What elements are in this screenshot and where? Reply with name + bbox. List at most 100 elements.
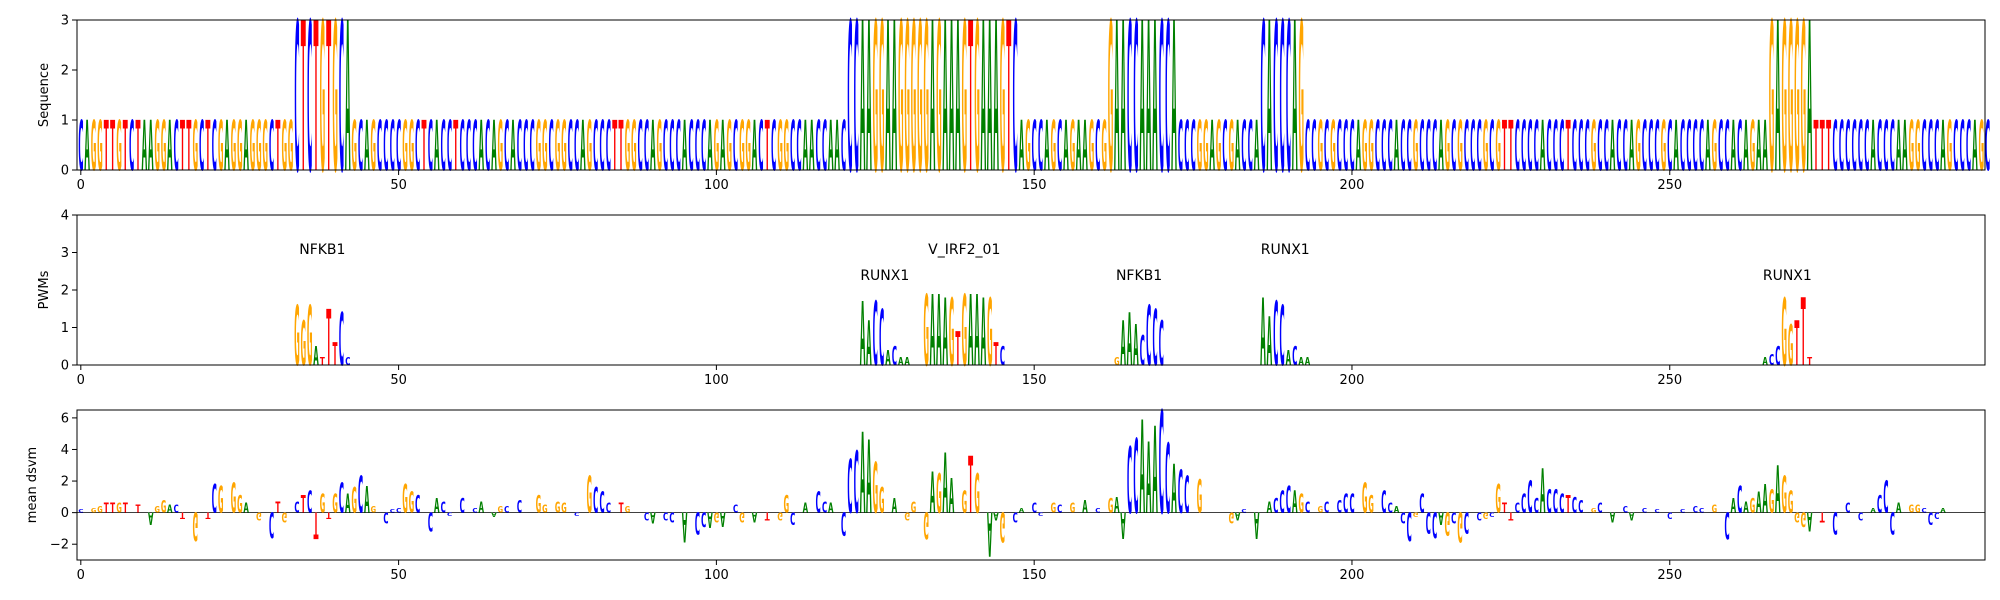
dsvm-letter: G	[1591, 506, 1597, 514]
sequence-letter: T	[612, 107, 618, 187]
dsvm-letter: G	[1750, 495, 1756, 518]
sequence-letter: G	[402, 107, 408, 187]
dsvm-letter: C	[1927, 508, 1933, 528]
sequence-letter: A	[1266, 0, 1272, 219]
dsvm-letter: A	[860, 411, 866, 539]
sequence-letter: T	[326, 0, 332, 219]
sequence-letter: C	[529, 107, 535, 187]
sequence-letter: A	[993, 0, 999, 219]
sequence-letter: A	[1762, 107, 1768, 187]
dsvm-letter: C	[396, 506, 402, 514]
sequence-letter: G	[1591, 107, 1597, 187]
sequence-letter: C	[1845, 107, 1851, 187]
dsvm-letter: C	[1273, 495, 1279, 518]
dsvm-letter: A	[1438, 508, 1444, 528]
dsvm-letter: C	[1889, 505, 1895, 540]
dsvm-letter: C	[1489, 511, 1495, 519]
sequence-letter: T	[1813, 107, 1819, 187]
motif-letter: A	[904, 357, 910, 368]
dsvm-letter: C	[294, 498, 300, 516]
dsvm-letter: G	[1050, 500, 1056, 516]
sequence-letter: G	[1750, 107, 1756, 187]
dsvm-letter: G	[161, 498, 167, 518]
sequence-letter: C	[1953, 107, 1959, 187]
sequence-letter: G	[1915, 107, 1921, 187]
dsvm-letter: A	[1730, 495, 1736, 518]
sequence-letter: T	[1565, 107, 1571, 187]
y-tick-label: 1	[61, 114, 69, 129]
panel-0-axes: 0 1 2 3 0 50 100 150 200 250 Sequence	[37, 14, 1986, 193]
sequence-letter: G	[256, 107, 262, 187]
y-tick-label: 3	[61, 14, 69, 29]
motif-letter: A	[1305, 357, 1311, 368]
x-tick-label: 150	[1022, 178, 1047, 193]
sequence-letter: C	[1838, 107, 1844, 187]
sequence-letter: C	[593, 107, 599, 187]
sequence-letter: C	[841, 107, 847, 187]
motif-letter: G	[1781, 281, 1787, 388]
sequence-letter: C	[472, 107, 478, 187]
sequence-letter: G	[1413, 107, 1419, 187]
sequence-letter: A	[1775, 0, 1781, 219]
motif-letter: A	[1762, 357, 1768, 368]
x-tick-label: 200	[1340, 568, 1365, 583]
sequence-letter: C	[1127, 0, 1133, 219]
dsvm-letter: C	[1387, 500, 1393, 516]
sequence-letter: A	[1394, 107, 1400, 187]
sequence-letter: C	[294, 0, 300, 219]
dsvm-letter: A	[993, 509, 999, 521]
dsvm-letter: G	[1000, 502, 1006, 550]
dsvm-letter: G	[1298, 489, 1304, 520]
sequence-letter: G	[1203, 107, 1209, 187]
sequence-letter: C	[466, 107, 472, 187]
dsvm-letter: T	[618, 500, 624, 516]
sequence-letter: C	[790, 107, 796, 187]
sequence-letter: A	[803, 107, 809, 187]
dsvm-letter: G	[555, 498, 561, 516]
dsvm-letter: T	[326, 510, 332, 520]
dsvm-letter: C	[1184, 468, 1190, 525]
sequence-letter: A	[345, 0, 351, 219]
motif-letter: A	[1298, 357, 1304, 368]
dsvm-letter: T	[1502, 500, 1508, 516]
x-tick-label: 200	[1340, 178, 1365, 193]
dsvm-letter: A	[1756, 487, 1762, 519]
motif-letter: A	[968, 276, 974, 389]
dsvm-letter: A	[1629, 509, 1635, 521]
dsvm-letter: C	[1597, 500, 1603, 516]
dsvm-letter: G	[1457, 502, 1463, 550]
sequence-letter: C	[567, 107, 573, 187]
sequence-letter: C	[415, 107, 421, 187]
dsvm-letter: A	[434, 495, 440, 518]
sequence-letter: A	[1870, 107, 1876, 187]
dsvm-letter: C	[1521, 489, 1527, 520]
sequence-letter: C	[1273, 0, 1279, 219]
dsvm-letter: C	[415, 492, 421, 520]
sequence-letter: T	[618, 107, 624, 187]
dsvm-letter: A	[752, 509, 758, 525]
dsvm-letter: C	[1012, 509, 1018, 525]
sequence-letter: G	[1362, 107, 1368, 187]
sequence-letter: C	[574, 107, 580, 187]
sequence-letter: T	[205, 107, 211, 187]
sequence-letter: G	[1781, 0, 1787, 219]
sequence-letter: C	[396, 107, 402, 187]
x-tick-label: 50	[390, 568, 407, 583]
dsvm-letter: A	[1114, 492, 1120, 518]
sequence-letter: G	[714, 107, 720, 187]
motif-v-irf2-01: G A A A G T G A A A G T CV_IRF2_01	[923, 242, 1005, 389]
sequence-letter: A	[434, 107, 440, 187]
dsvm-letter: A	[1775, 452, 1781, 528]
sequence-letter: C	[1387, 107, 1393, 187]
dsvm-letter: A	[1266, 498, 1272, 516]
dsvm-letter: G	[1362, 475, 1368, 523]
sequence-letter: C	[1095, 107, 1101, 187]
dsvm-letter: C	[1406, 503, 1412, 548]
motif-letter: A	[942, 281, 948, 388]
sequence-letter: G	[974, 0, 980, 219]
x-tick-label: 0	[77, 178, 85, 193]
sequence-letter: C	[548, 107, 554, 187]
motif-letter: C	[1769, 352, 1775, 370]
sequence-letter: A	[580, 107, 586, 187]
